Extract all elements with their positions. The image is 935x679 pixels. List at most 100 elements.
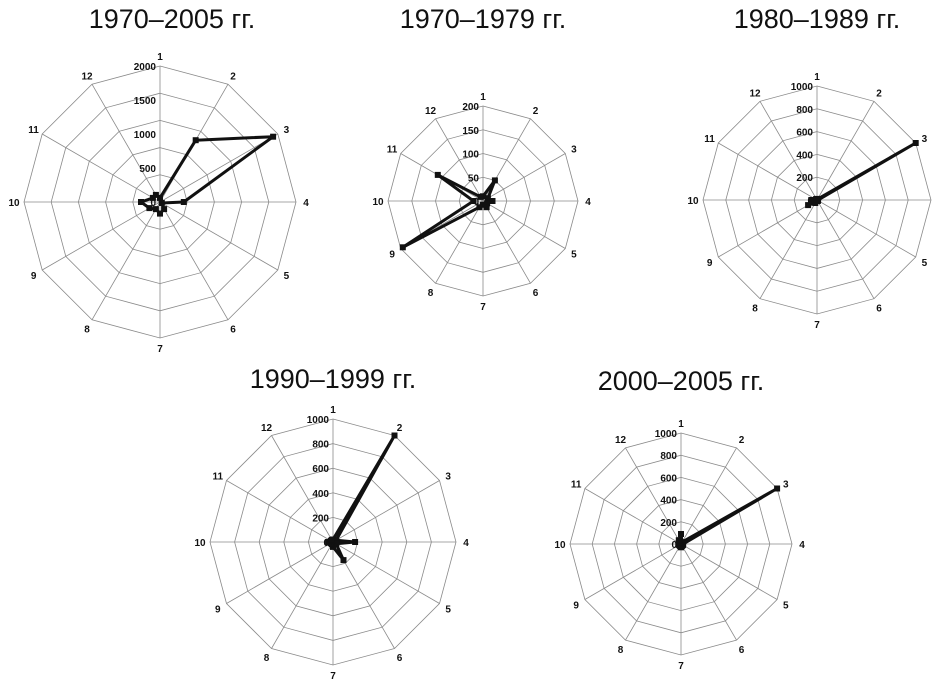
tick-label: 600 bbox=[312, 464, 329, 475]
data-point bbox=[478, 194, 484, 200]
category-label: 2 bbox=[739, 435, 745, 446]
tick-label: 1000 bbox=[307, 415, 330, 426]
category-label: 10 bbox=[8, 198, 20, 209]
tick-label: 1000 bbox=[134, 130, 157, 141]
data-point bbox=[676, 537, 682, 543]
category-label: 6 bbox=[397, 653, 403, 664]
chart-title: 1970–1979 гг. bbox=[400, 4, 567, 34]
data-point bbox=[270, 134, 276, 140]
category-label: 12 bbox=[81, 72, 93, 83]
tick-label: 400 bbox=[796, 150, 813, 161]
data-point bbox=[492, 177, 498, 183]
chart-title: 1970–2005 гг. bbox=[89, 4, 256, 34]
tick-label: 500 bbox=[139, 164, 156, 175]
data-point bbox=[774, 486, 780, 492]
category-label: 9 bbox=[215, 605, 221, 616]
tick-label: 1500 bbox=[134, 96, 157, 107]
tick-label: 600 bbox=[796, 128, 813, 139]
category-label: 5 bbox=[571, 250, 577, 261]
chart-title: 2000–2005 гг. bbox=[598, 366, 765, 396]
category-label: 4 bbox=[303, 198, 309, 209]
category-label: 11 bbox=[213, 472, 224, 483]
chart-title: 1990–1999 гг. bbox=[250, 364, 417, 394]
category-label: 11 bbox=[387, 145, 398, 156]
category-label: 2 bbox=[230, 72, 236, 83]
data-point bbox=[159, 200, 165, 206]
category-label: 9 bbox=[707, 258, 713, 269]
category-label: 3 bbox=[284, 125, 290, 136]
category-label: 11 bbox=[704, 134, 715, 145]
category-label: 1 bbox=[157, 52, 163, 63]
category-label: 12 bbox=[749, 89, 761, 100]
tick-label: 800 bbox=[312, 440, 329, 451]
category-label: 4 bbox=[799, 540, 805, 551]
tick-label: 400 bbox=[312, 489, 329, 500]
category-label: 8 bbox=[84, 324, 90, 335]
tick-label: 1000 bbox=[655, 429, 678, 440]
tick-label: 800 bbox=[660, 451, 677, 462]
category-label: 2 bbox=[876, 89, 882, 100]
category-label: 6 bbox=[739, 645, 745, 656]
tick-label: 200 bbox=[660, 518, 677, 529]
tick-label: 100 bbox=[462, 150, 479, 161]
tick-label: 600 bbox=[660, 473, 677, 484]
category-label: 1 bbox=[330, 405, 336, 416]
data-point bbox=[352, 539, 358, 545]
category-label: 2 bbox=[533, 106, 539, 117]
category-label: 6 bbox=[230, 324, 236, 335]
category-label: 1 bbox=[480, 92, 486, 103]
category-label: 9 bbox=[573, 601, 579, 612]
category-label: 12 bbox=[615, 435, 627, 446]
data-point bbox=[392, 433, 398, 439]
category-label: 11 bbox=[28, 125, 39, 136]
category-label: 10 bbox=[194, 538, 206, 549]
chart-title: 1980–1989 гг. bbox=[734, 4, 901, 34]
tick-label: 150 bbox=[462, 126, 479, 137]
tick-label: 800 bbox=[796, 105, 813, 116]
data-point bbox=[476, 204, 482, 210]
data-point bbox=[341, 557, 347, 563]
data-point bbox=[813, 196, 819, 202]
category-label: 6 bbox=[533, 288, 539, 299]
category-label: 10 bbox=[372, 197, 384, 208]
category-label: 8 bbox=[618, 645, 624, 656]
category-label: 7 bbox=[157, 344, 163, 355]
category-label: 7 bbox=[330, 671, 336, 679]
data-point bbox=[146, 205, 152, 211]
tick-label: 2000 bbox=[134, 62, 157, 73]
category-label: 9 bbox=[31, 271, 37, 282]
tick-label: 200 bbox=[312, 513, 329, 524]
category-label: 8 bbox=[428, 288, 434, 299]
category-label: 4 bbox=[585, 197, 591, 208]
category-label: 10 bbox=[687, 196, 699, 207]
tick-label: 50 bbox=[468, 173, 480, 184]
tick-label: 200 bbox=[462, 102, 479, 113]
category-label: 7 bbox=[678, 661, 684, 672]
category-label: 10 bbox=[554, 540, 566, 551]
data-point bbox=[153, 192, 159, 198]
category-label: 5 bbox=[922, 258, 928, 269]
category-label: 2 bbox=[397, 423, 403, 434]
category-label: 8 bbox=[752, 303, 758, 314]
tick-label: 1000 bbox=[791, 82, 814, 93]
category-label: 6 bbox=[876, 303, 882, 314]
category-label: 8 bbox=[264, 653, 270, 664]
category-label: 1 bbox=[814, 72, 820, 83]
data-point bbox=[471, 198, 477, 204]
category-label: 1 bbox=[678, 419, 684, 430]
category-label: 3 bbox=[445, 472, 451, 483]
category-label: 5 bbox=[445, 605, 451, 616]
category-label: 12 bbox=[425, 106, 437, 117]
data-point bbox=[193, 137, 199, 143]
category-label: 5 bbox=[284, 271, 290, 282]
tick-label: 200 bbox=[796, 173, 813, 184]
data-point bbox=[678, 531, 684, 537]
data-point bbox=[181, 199, 187, 205]
data-point bbox=[329, 537, 335, 543]
category-label: 7 bbox=[814, 320, 820, 331]
category-label: 12 bbox=[261, 423, 273, 434]
category-label: 3 bbox=[922, 134, 928, 145]
data-point bbox=[138, 199, 144, 205]
category-label: 3 bbox=[783, 480, 789, 491]
